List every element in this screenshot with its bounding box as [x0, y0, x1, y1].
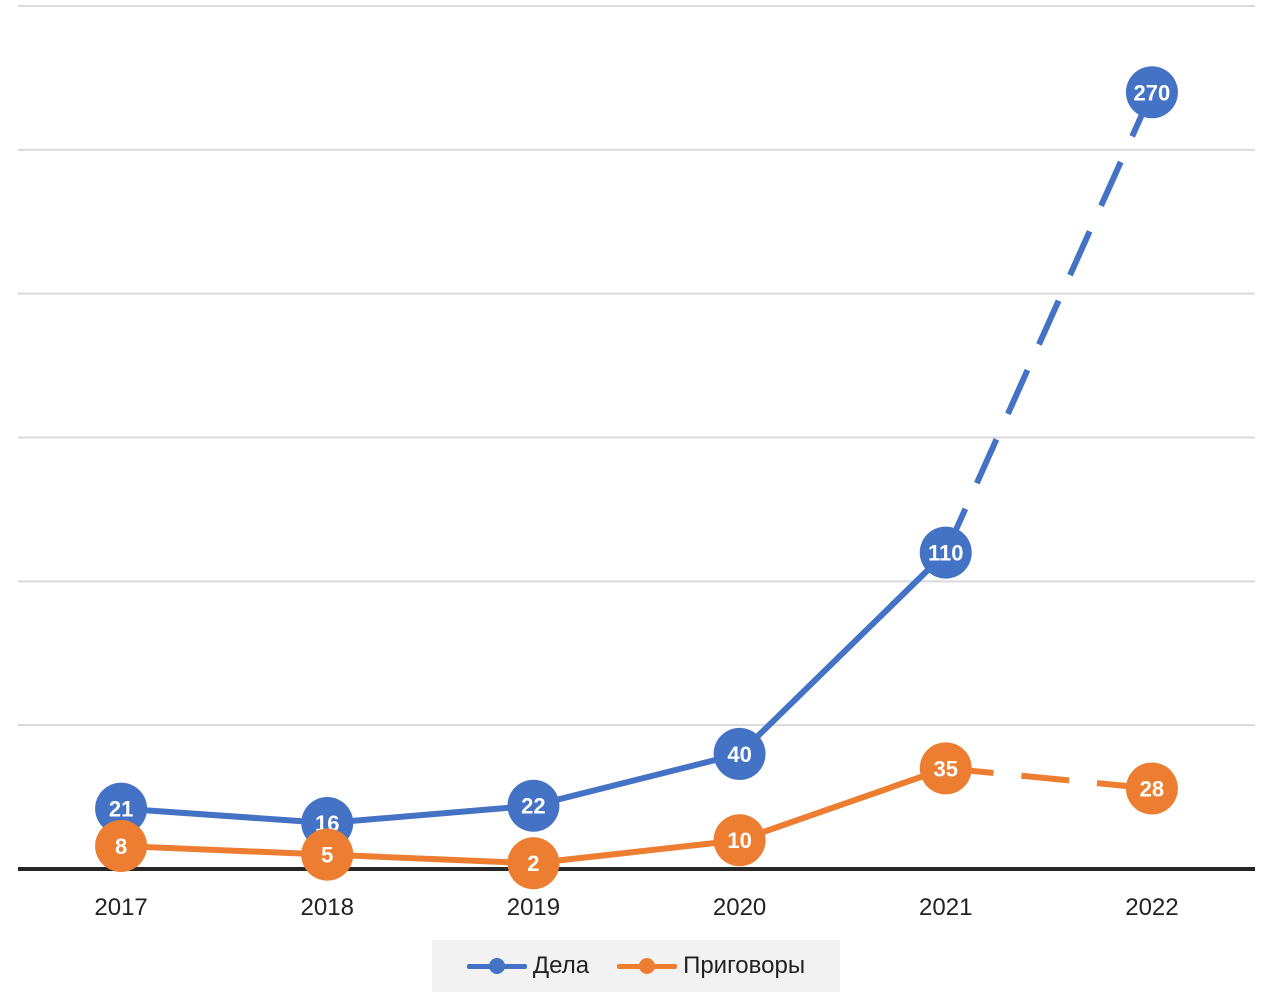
- legend-item-prigovory: Приговоры: [617, 952, 805, 980]
- series-line-dashed: [945, 765, 1153, 792]
- data-point: [713, 727, 766, 780]
- data-point: [95, 819, 148, 872]
- x-tick-label: 2019: [507, 894, 560, 921]
- data-point: [919, 742, 972, 795]
- legend-swatch-prigovory: [617, 958, 678, 974]
- data-label: 40: [727, 742, 751, 767]
- data-point: [301, 828, 354, 881]
- x-tick-label: 2017: [94, 894, 147, 921]
- data-point: [919, 526, 972, 579]
- legend-item-dela: Дела: [466, 952, 590, 980]
- data-label: 35: [934, 756, 958, 781]
- data-point: [507, 779, 560, 832]
- legend-label-dela: Дела: [532, 952, 590, 979]
- x-tick-label: 2021: [919, 894, 972, 921]
- x-tick-label: 2018: [301, 894, 354, 921]
- data-label: 110: [928, 541, 964, 566]
- data-label: 22: [521, 794, 545, 819]
- series-line-dashed: [943, 91, 1155, 554]
- data-label: 8: [115, 834, 127, 859]
- data-point: [1125, 762, 1178, 815]
- data-label: 270: [1134, 80, 1171, 105]
- legend-swatch-dela: [466, 958, 527, 974]
- series-lines: [118, 91, 1155, 867]
- legend-label-prigovory: Приговоры: [683, 952, 806, 979]
- data-label: 10: [727, 828, 751, 853]
- data-label: 2: [527, 851, 539, 876]
- x-tick-label: 2022: [1125, 894, 1178, 921]
- data-point: [507, 837, 560, 890]
- data-point: [1125, 66, 1178, 119]
- data-label: 21: [109, 797, 133, 822]
- data-label: 28: [1140, 776, 1164, 801]
- data-point: [95, 782, 148, 835]
- data-label: 5: [321, 843, 333, 868]
- x-axis-ticks: 2017 2018 2019 2020 2021 2022: [94, 894, 1178, 921]
- x-tick-label: 2020: [713, 894, 766, 921]
- data-point: [713, 814, 766, 867]
- gridlines: [18, 5, 1255, 871]
- legend: Дела Приговоры: [432, 940, 840, 992]
